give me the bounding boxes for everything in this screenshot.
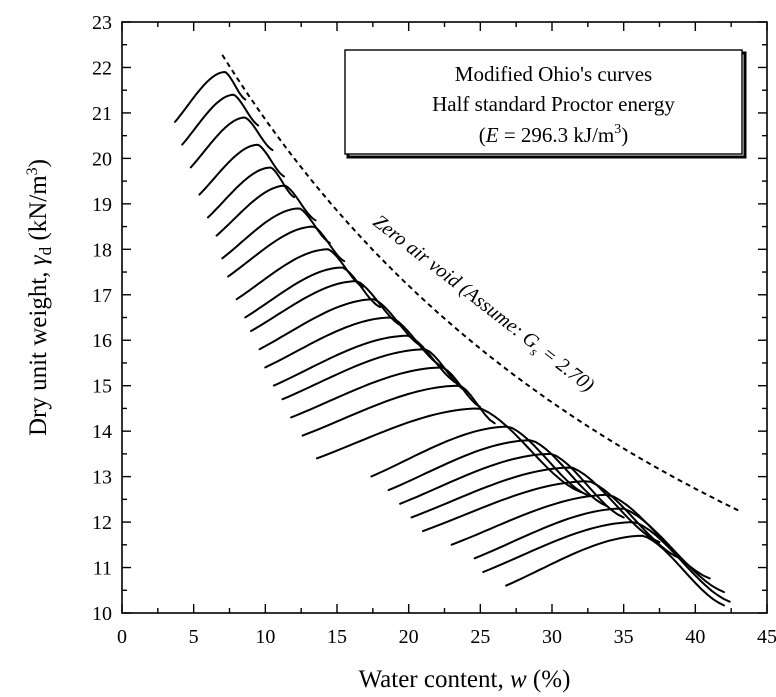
legend: Modified Ohio's curves Half standard Pro… xyxy=(344,49,747,159)
x-axis-label: Water content, w (%) xyxy=(359,666,571,693)
compaction-curve-3 xyxy=(189,116,274,169)
zav-label-tail: = 2.70) xyxy=(533,339,598,397)
legend-energy-exponent: 3 xyxy=(614,122,621,137)
compaction-curve-20 xyxy=(387,439,608,507)
y-tick-label: 21 xyxy=(92,103,112,125)
compaction-curve-5 xyxy=(207,166,295,219)
zero-air-void-label: Zero air void (Assume: Gs = 2.70) xyxy=(367,211,599,400)
compaction-curve-10 xyxy=(244,266,381,319)
compaction-curve-9 xyxy=(235,248,364,301)
compaction-curve-15 xyxy=(281,348,467,401)
legend-paren-close: ) xyxy=(621,123,628,147)
compaction-curve-4 xyxy=(198,143,285,196)
y-axis-label-text: Dry unit weight, xyxy=(25,265,52,436)
x-tick-label: 25 xyxy=(470,626,490,648)
legend-box xyxy=(344,49,743,155)
x-axis-label-var: w xyxy=(510,666,527,693)
compaction-curve-1 xyxy=(174,71,247,123)
x-tick-label: 5 xyxy=(189,626,199,648)
compaction-curve-12 xyxy=(258,298,424,351)
compaction-curve-17 xyxy=(301,384,496,437)
y-tick-label: 17 xyxy=(92,285,112,307)
y-tick-label: 20 xyxy=(92,148,112,170)
x-tick-label: 0 xyxy=(117,626,127,648)
x-tick-label: 20 xyxy=(399,626,419,648)
zav-label-main: Zero air void (Assume: G xyxy=(369,211,543,354)
compaction-curve-8 xyxy=(227,225,346,278)
x-tick-label: 15 xyxy=(327,626,347,648)
compaction-curve-14 xyxy=(272,334,460,387)
y-axis-label: Dry unit weight, γd (kN/m3) xyxy=(24,159,55,436)
compaction-curve-19 xyxy=(370,425,589,497)
y-tick-label: 23 xyxy=(92,12,112,34)
legend-energy-symbol: E xyxy=(485,123,499,147)
x-tick-label: 10 xyxy=(255,626,275,648)
x-tick-label: 45 xyxy=(757,626,776,648)
zero-air-void-line xyxy=(221,54,739,512)
y-tick-label: 18 xyxy=(92,239,112,261)
legend-line-1: Modified Ohio's curves xyxy=(455,62,652,86)
y-tick-label: 15 xyxy=(92,376,112,398)
y-axis-label-exp: 3 xyxy=(24,167,41,175)
compaction-curve-7 xyxy=(221,207,331,260)
y-tick-label: 13 xyxy=(92,467,112,489)
compaction-curve-24 xyxy=(450,493,711,580)
legend-energy-value: = 296.3 kJ/m xyxy=(499,123,615,147)
y-axis-label-var: γ xyxy=(25,254,52,265)
compaction-curve-25 xyxy=(473,507,725,594)
x-tick-label: 40 xyxy=(685,626,705,648)
x-tick-label: 35 xyxy=(614,626,634,648)
axis-ticks: 0 5 10 15 20 25 30 35 40 45 10 11 12 13 14 15 16 17 18 19 20… xyxy=(92,12,776,648)
y-tick-label: 16 xyxy=(92,330,112,352)
compaction-curve-6 xyxy=(215,184,317,237)
y-axis-label-unit: (kN/m xyxy=(25,175,52,247)
y-tick-label: 11 xyxy=(93,558,112,580)
compaction-curve-16 xyxy=(290,366,482,419)
legend-paren-open: ( xyxy=(479,123,486,147)
y-axis-label-close: ) xyxy=(25,159,52,167)
compaction-curve-27 xyxy=(505,534,725,607)
compaction-curve-18 xyxy=(315,407,582,494)
y-tick-label: 22 xyxy=(92,57,112,79)
y-tick-label: 14 xyxy=(92,421,112,443)
plot-frame xyxy=(121,21,768,614)
y-tick-label: 12 xyxy=(92,512,112,534)
compaction-curve-2 xyxy=(181,93,260,146)
legend-line-2: Half standard Proctor energy xyxy=(432,92,675,116)
x-tick-label: 30 xyxy=(542,626,562,648)
y-tick-label: 10 xyxy=(92,603,112,625)
compaction-curve-26 xyxy=(482,521,731,603)
x-axis-label-unit: (%) xyxy=(527,666,571,693)
x-axis-label-text: Water content, xyxy=(359,666,510,693)
compaction-curve-22 xyxy=(410,466,661,544)
compaction-curve-21 xyxy=(399,452,625,519)
legend-line-3: (E = 296.3 kJ/m3) xyxy=(479,122,629,147)
y-tick-label: 19 xyxy=(92,194,112,216)
compaction-curve-13 xyxy=(264,316,445,369)
compaction-curves xyxy=(174,71,731,607)
y-axis-label-sub: d xyxy=(36,246,55,255)
